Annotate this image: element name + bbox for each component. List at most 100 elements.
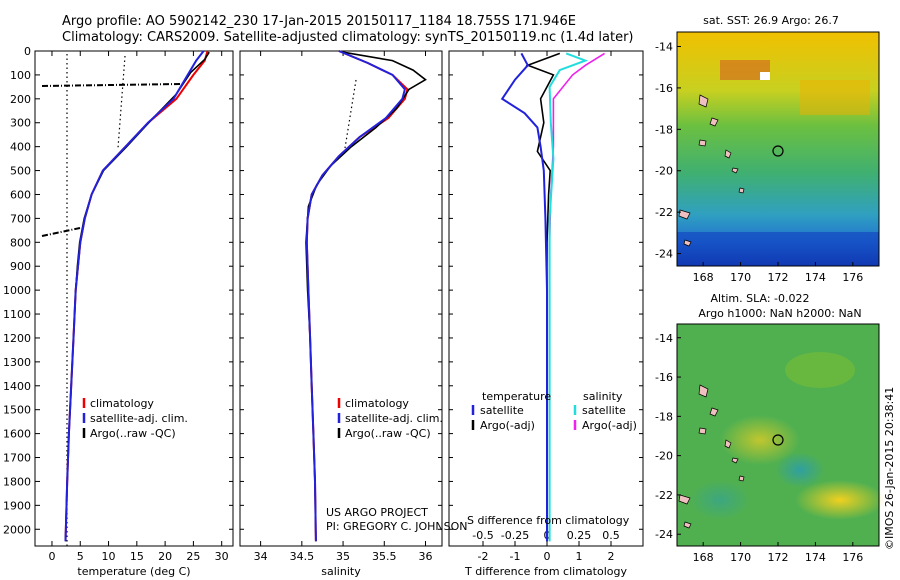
sla-island-2 [724,439,745,482]
sal-x-tick-label: 34.5 [290,550,315,563]
map-y-tick-label: -16 [655,82,673,95]
diff-legend-s-argo: Argo(-adj) [582,419,637,432]
map-y-tick-label: -24 [655,248,673,261]
temp-x-tick-label: 30 [215,550,229,563]
temp-x-tick-label: 25 [186,550,200,563]
temp-x-tick-label: 20 [158,550,172,563]
sal-satellite-line [305,50,407,542]
sal-x-tick-label: 36 [419,550,433,563]
map-x-tick-label: 168 [693,271,714,284]
map-x-tick-label: 174 [805,271,826,284]
temperature-panel [34,50,234,547]
title-line1: Argo profile: AO 5902142_230 17-Jan-2015… [62,14,576,29]
diff-s-tick-label: 0.25 [567,529,592,542]
depth-tick-label: 1100 [3,308,31,321]
sst-island-2 [724,149,745,194]
sla-map-title-1: Altim. SLA: -0.022 [710,292,809,305]
map-x-tick-label: 172 [768,551,789,564]
t-diff-satellite-line [500,52,548,542]
depth-tick-label: 900 [10,260,31,273]
diff-legend-t-head: temperature [482,390,551,403]
temperature-xlabel: temperature (deg C) [77,565,190,578]
map-x-tick-label: 170 [730,551,751,564]
depth-tick-label: 1400 [3,380,31,393]
difference-xlabel: T difference from climatology [464,565,627,578]
depth-tick-label: 1200 [3,332,31,345]
salinity-xlabel: salinity [321,565,361,578]
sal-legend-satellite: satellite-adj. clim. [345,412,443,425]
depth-tick-label: 1900 [3,499,31,512]
temp-legend-satellite: satellite-adj. clim. [90,412,188,425]
credit-line1: US ARGO PROJECT [326,506,428,519]
depth-axis: 0 100 200 300 400 500 600 700 800 900 1000 1100 1200… [3,45,643,536]
sla-argo-marker [772,434,784,446]
temp-x-tick-label: 0 [48,550,55,563]
map-y-tick-label: -20 [655,450,673,463]
s-diff-satellite-line [548,52,589,542]
map-x-tick-label: 174 [805,551,826,564]
map-y-tick-label: -14 [655,332,673,345]
depth-tick-label: 400 [10,141,31,154]
diff-t-tick-label: 2 [608,550,615,563]
depth-tick-label: 2000 [3,523,31,536]
sla-island-1 [698,384,719,435]
sla-map-title-2: Argo h1000: NaN h2000: NaN [698,307,861,320]
temp-legend-argo: Argo(..raw -QC) [90,427,176,440]
title-line2: Climatology: CARS2009. Satellite-adjuste… [62,30,634,45]
sal-x-tick-label: 34 [254,550,268,563]
depth-tick-label: 1300 [3,356,31,369]
sst-map-axes: -14 -16 -18 -20 -22 -24 168 170 172 174 176 [655,40,863,284]
map-x-tick-label: 176 [842,551,863,564]
diff-top-label: S difference from climatology [467,514,630,527]
depth-tick-label: 1600 [3,428,31,441]
temp-x-tick-label: 10 [102,550,116,563]
map-y-tick-label: -18 [655,123,673,136]
map-y-tick-label: -22 [655,206,673,219]
diff-legend-t-satellite: satellite [480,404,524,417]
salinity-x-axis: 34 34.5 35 35.5 36 [254,51,433,563]
temp-black-dashdot-1 [41,83,181,87]
sal-x-tick-label: 35 [336,550,350,563]
temp-black-dashdot-2 [41,227,81,237]
map-x-tick-label: 170 [730,271,751,284]
sal-legend-argo: Argo(..raw -QC) [345,427,431,440]
sla-map [676,323,885,547]
map-x-tick-label: 176 [842,271,863,284]
temp-satellite-line [64,50,205,542]
map-y-tick-label: -14 [655,40,673,53]
salinity-legend: climatology satellite-adj. clim. Argo(..… [337,397,443,440]
sst-island-1 [698,94,719,147]
depth-tick-label: 1000 [3,284,31,297]
imos-stamp: ©IMOS 26-Jan-2015 20:38:41 [883,387,896,550]
depth-tick-label: 0 [24,45,31,58]
diff-legend-s-head: salinity [583,390,623,403]
depth-tick-label: 100 [10,69,31,82]
sal-x-tick-label: 35.5 [372,550,397,563]
depth-tick-label: 1800 [3,475,31,488]
temp-legend-climatology: climatology [90,397,154,410]
salinity-panel [239,50,443,547]
diff-s-tick-label: 0.5 [602,529,620,542]
map-y-tick-label: -22 [655,489,673,502]
depth-tick-label: 500 [10,165,31,178]
profile-lines [64,50,606,542]
sst-island-3 [678,209,692,247]
sal-legend-climatology: climatology [345,397,409,410]
difference-legend: temperature salinity satellite Argo(-adj… [471,390,637,432]
diff-s-tick-label: -0.5 [472,529,493,542]
map-y-tick-label: -24 [655,528,673,541]
diff-legend-s-satellite: satellite [582,404,626,417]
diff-t-tick-label: -1 [510,550,521,563]
map-y-tick-label: -16 [655,371,673,384]
depth-tick-label: 700 [10,212,31,225]
depth-tick-label: 200 [10,93,31,106]
map-y-tick-label: -18 [655,410,673,423]
diff-t-tick-label: 0 [544,550,551,563]
sst-argo-marker [772,145,784,157]
depth-tick-label: 800 [10,236,31,249]
sla-map-axes: -14 -16 -18 -20 -22 -24 168 170 172 174 176 [655,332,863,564]
depth-tick-label: 1500 [3,404,31,417]
map-x-tick-label: 172 [768,271,789,284]
map-x-tick-label: 168 [693,551,714,564]
sst-map-title: sat. SST: 26.9 Argo: 26.7 [703,14,839,27]
